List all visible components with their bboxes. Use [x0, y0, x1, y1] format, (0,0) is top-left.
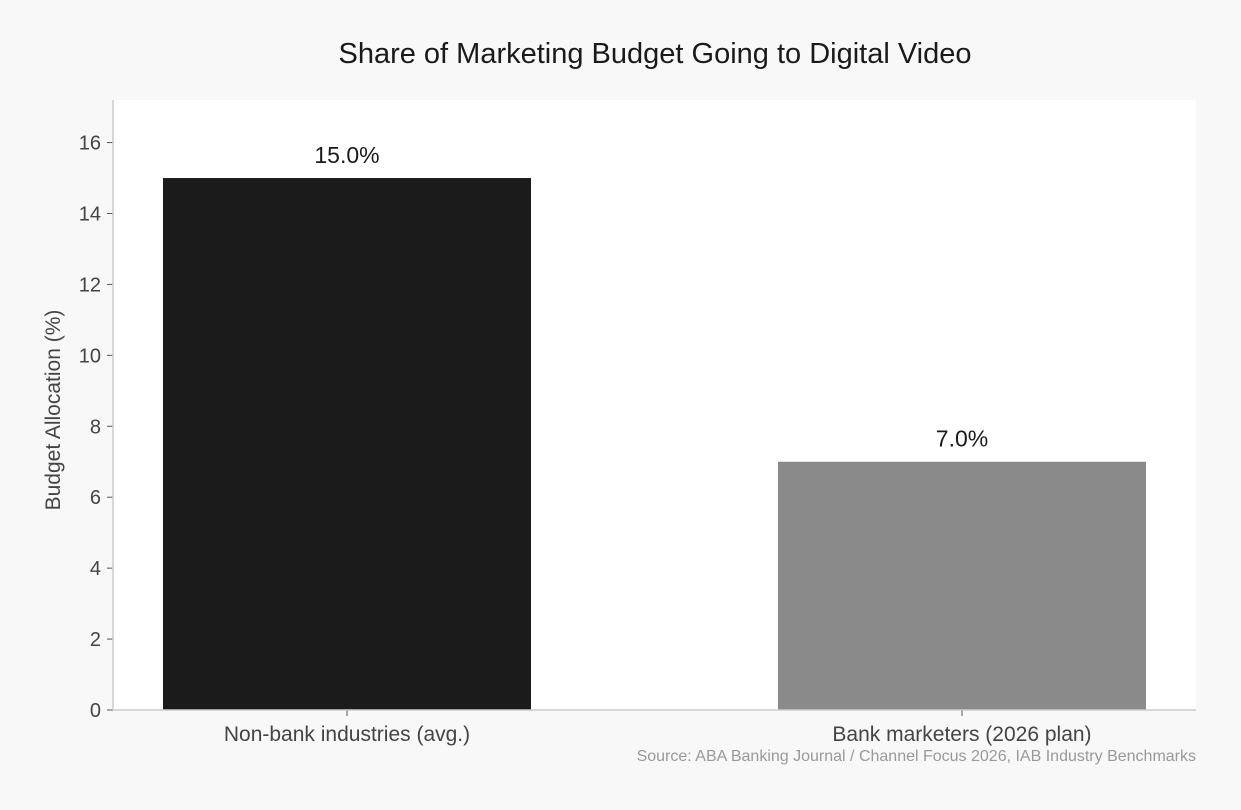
y-axis-label: Budget Allocation (%) [42, 310, 65, 511]
bar-value-label: 15.0% [314, 142, 379, 168]
chart-title: Share of Marketing Budget Going to Digit… [338, 38, 972, 70]
bar [778, 461, 1146, 710]
y-tick-label: 14 [79, 203, 101, 225]
bar [163, 178, 531, 710]
y-tick-label: 0 [90, 700, 101, 722]
y-tick-label: 2 [90, 629, 101, 651]
x-tick-label: Bank marketers (2026 plan) [832, 723, 1091, 746]
y-tick-label: 4 [90, 558, 101, 580]
y-tick-label: 10 [79, 345, 101, 367]
x-tick-label: Non-bank industries (avg.) [224, 723, 470, 746]
y-tick-label: 8 [90, 416, 101, 438]
bar-value-label: 7.0% [936, 426, 988, 452]
source-note: Source: ABA Banking Journal / Channel Fo… [636, 748, 1196, 765]
y-tick-label: 6 [90, 487, 101, 509]
y-tick-label: 12 [79, 274, 101, 296]
y-tick-label: 16 [79, 133, 101, 155]
